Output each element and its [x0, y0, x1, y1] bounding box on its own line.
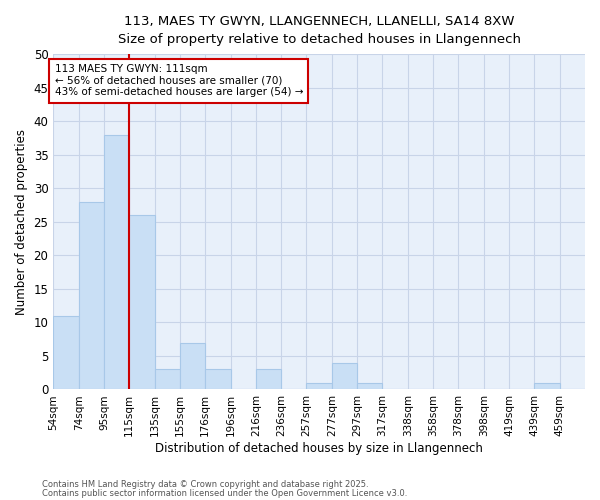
Bar: [53, 316, 79, 390]
Bar: [205, 370, 230, 390]
Y-axis label: Number of detached properties: Number of detached properties: [15, 129, 28, 315]
Bar: [332, 362, 357, 390]
Text: Contains HM Land Registry data © Crown copyright and database right 2025.: Contains HM Land Registry data © Crown c…: [42, 480, 368, 489]
Bar: [535, 383, 560, 390]
Title: 113, MAES TY GWYN, LLANGENNECH, LLANELLI, SA14 8XW
Size of property relative to : 113, MAES TY GWYN, LLANGENNECH, LLANELLI…: [118, 15, 521, 46]
Bar: [104, 134, 129, 390]
X-axis label: Distribution of detached houses by size in Llangennech: Distribution of detached houses by size …: [155, 442, 483, 455]
Bar: [357, 383, 382, 390]
Bar: [307, 383, 332, 390]
Bar: [180, 342, 205, 390]
Text: Contains public sector information licensed under the Open Government Licence v3: Contains public sector information licen…: [42, 488, 407, 498]
Bar: [79, 202, 104, 390]
Bar: [256, 370, 281, 390]
Text: 113 MAES TY GWYN: 111sqm
← 56% of detached houses are smaller (70)
43% of semi-d: 113 MAES TY GWYN: 111sqm ← 56% of detach…: [55, 64, 303, 98]
Bar: [129, 215, 155, 390]
Bar: [155, 370, 180, 390]
